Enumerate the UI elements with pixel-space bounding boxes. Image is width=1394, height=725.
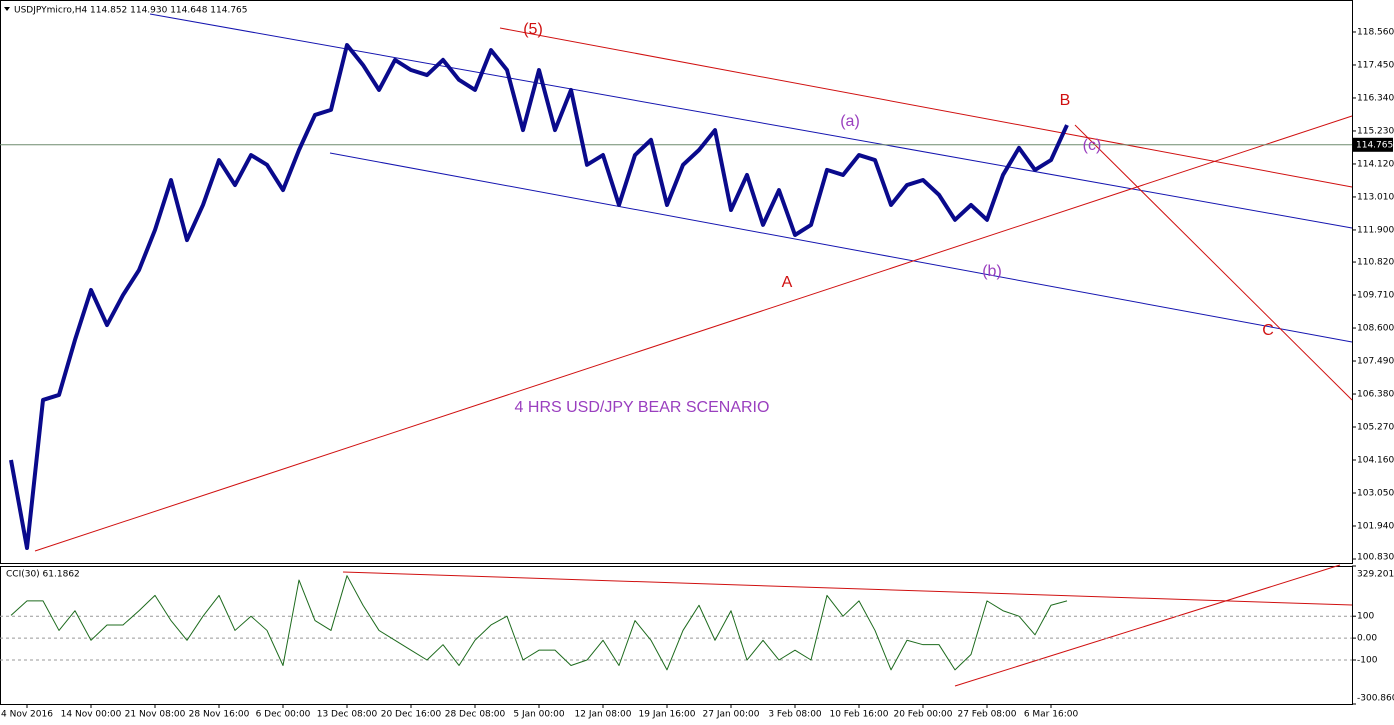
x-tick-label: 14 Nov 00:00: [61, 710, 122, 720]
x-tick-label: 27 Jan 00:00: [703, 710, 760, 720]
y-tick-label: 329.2017: [1357, 570, 1394, 580]
y-tick-label: -100: [1357, 656, 1378, 666]
y-tick-label: 104.160: [1357, 456, 1394, 466]
y-tick-label: 105.270: [1357, 423, 1394, 433]
price-pane: [0, 0, 1353, 564]
x-tick-label: 19 Jan 16:00: [639, 710, 696, 720]
annotation: A: [782, 274, 793, 291]
y-tick-label: 107.490: [1357, 357, 1394, 367]
x-tick-label: 13 Dec 08:00: [317, 710, 378, 720]
x-tick-label: 5 Jan 00:00: [513, 710, 565, 720]
y-tick-label: 103.050: [1357, 489, 1394, 499]
x-tick-label: 3 Feb 08:00: [768, 710, 822, 720]
annotation: 4 HRS USD/JPY BEAR SCENARIO: [515, 399, 770, 416]
x-tick-label: 21 Nov 08:00: [125, 710, 186, 720]
x-tick-label: 6 Mar 16:00: [1024, 710, 1079, 720]
annotation: (b): [982, 263, 1002, 280]
last-price-label: 114.765: [1356, 140, 1393, 150]
y-tick-label: 114.120: [1357, 159, 1394, 169]
red-falling: [1074, 124, 1353, 401]
y-tick-label: 108.600: [1357, 324, 1394, 334]
y-tick-label: 100.830: [1357, 553, 1394, 563]
last-price-box: [1353, 137, 1393, 152]
x-tick-label: 12 Jan 08:00: [575, 710, 632, 720]
x-tick-label: 10 Feb 16:00: [829, 710, 888, 720]
red-rising: [34, 115, 1353, 552]
title-arrow: [4, 7, 10, 11]
cci-line: [10, 575, 1068, 671]
x-tick-label: 4 Nov 2016: [1, 710, 53, 720]
trend-lines: [34, 13, 1353, 687]
annotation: C: [1262, 322, 1274, 339]
cci-pane: [0, 566, 1353, 705]
cci-red-upper: [342, 571, 1353, 606]
annotation: (c): [1083, 137, 1102, 154]
channel-lower: [329, 152, 1353, 343]
y-tick-label: 0.00: [1357, 634, 1377, 644]
y-tick-label: 109.710: [1357, 291, 1394, 301]
x-tick-label: 27 Feb 08:00: [957, 710, 1016, 720]
y-tick-label: 116.340: [1357, 93, 1394, 103]
zigzag-line: [9, 43, 1069, 550]
annotation: B: [1060, 92, 1071, 109]
annotation: (a): [840, 113, 860, 130]
y-tick-label: 117.450: [1357, 60, 1394, 70]
y-tick-label: 115.230: [1357, 126, 1394, 136]
y-tick-label: 113.010: [1357, 192, 1394, 202]
cci-red-rising: [954, 564, 1341, 687]
x-tick-label: 28 Nov 16:00: [189, 710, 250, 720]
y-tick-label: 118.560: [1357, 27, 1394, 37]
y-tick-label: -300.8604: [1357, 694, 1394, 704]
y-tick-label: 100: [1357, 612, 1374, 622]
x-tick-label: 20 Feb 00:00: [893, 710, 952, 720]
y-tick-label: 110.820: [1357, 258, 1394, 268]
cci-title: CCI(30) 61.1862: [6, 570, 80, 580]
x-tick-label: 6 Dec 00:00: [256, 710, 311, 720]
x-tick-label: 20 Dec 16:00: [381, 710, 442, 720]
y-tick-label: 106.380: [1357, 390, 1394, 400]
price-title: USDJPYmicro,H4 114.852 114.930 114.648 1…: [14, 6, 248, 16]
red-upper: [499, 27, 1353, 188]
x-tick-label: 28 Dec 08:00: [445, 710, 506, 720]
annotation: (5): [523, 21, 543, 38]
y-tick-label: 101.940: [1357, 521, 1394, 531]
y-tick-label: 111.900: [1357, 225, 1394, 235]
